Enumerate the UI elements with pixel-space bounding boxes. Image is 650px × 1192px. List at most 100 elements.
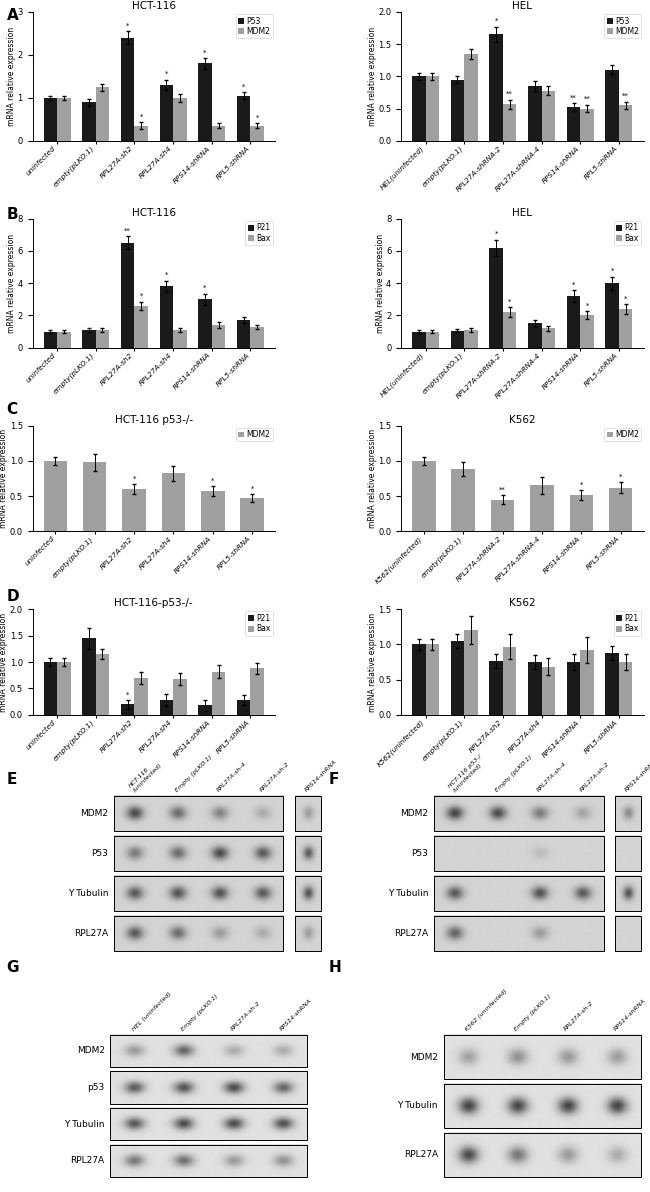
Text: *: *: [586, 303, 589, 309]
Title: HCT-116 p53-/-: HCT-116 p53-/-: [114, 415, 193, 424]
Title: HCT-116: HCT-116: [132, 207, 176, 218]
Text: **: **: [584, 97, 590, 103]
Bar: [412, 461, 436, 532]
Bar: [44, 461, 67, 532]
Text: Empty (pLKO.1): Empty (pLKO.1): [181, 993, 219, 1032]
Text: *: *: [140, 113, 143, 120]
Bar: [426, 76, 439, 141]
Text: **: **: [506, 91, 513, 97]
Text: G: G: [6, 960, 19, 975]
Text: RPS14-shRNA: RPS14-shRNA: [280, 998, 313, 1032]
Text: HCT-116 p53-/
(uninfected): HCT-116 p53-/ (uninfected): [448, 753, 487, 793]
Bar: [135, 678, 148, 715]
Text: C: C: [6, 402, 18, 417]
Text: *: *: [619, 474, 622, 480]
Bar: [451, 470, 475, 532]
Text: RPL27A-sh-2: RPL27A-sh-2: [259, 762, 291, 793]
Bar: [44, 662, 57, 715]
Text: HEL (uninfected): HEL (uninfected): [131, 991, 172, 1032]
Text: *: *: [211, 478, 214, 484]
Text: *: *: [126, 23, 129, 29]
Bar: [426, 331, 439, 348]
Bar: [57, 331, 71, 348]
Bar: [250, 669, 264, 715]
Legend: P53, MDM2: P53, MDM2: [236, 14, 272, 38]
Text: RPL27A: RPL27A: [404, 1150, 438, 1160]
Legend: P21, Bax: P21, Bax: [245, 221, 272, 246]
Text: RPL27A: RPL27A: [394, 929, 428, 938]
Y-axis label: mRNA relative expression: mRNA relative expression: [376, 234, 385, 333]
Bar: [503, 312, 517, 348]
Title: HEL: HEL: [512, 1, 532, 11]
Text: RPL27A-sh-2: RPL27A-sh-2: [230, 1000, 261, 1032]
Bar: [569, 495, 593, 532]
Text: *: *: [250, 486, 254, 492]
Legend: P21, Bax: P21, Bax: [614, 611, 641, 635]
Bar: [121, 243, 135, 348]
Text: RPS14-shRNA: RPS14-shRNA: [612, 998, 646, 1032]
Bar: [212, 325, 226, 348]
Text: D: D: [6, 589, 19, 604]
Text: K562 (uninfected): K562 (uninfected): [465, 988, 508, 1032]
Text: Empty (pLKO.1): Empty (pLKO.1): [494, 755, 532, 793]
Text: **: **: [499, 488, 506, 493]
Text: *: *: [140, 293, 143, 299]
Text: *: *: [242, 83, 245, 89]
Bar: [198, 299, 212, 348]
Bar: [135, 306, 148, 348]
Bar: [173, 679, 187, 715]
Bar: [212, 126, 226, 141]
Y-axis label: mRNA relative expression: mRNA relative expression: [368, 27, 377, 126]
Bar: [122, 489, 146, 532]
Bar: [159, 700, 173, 715]
Bar: [605, 653, 619, 715]
Text: B: B: [6, 207, 18, 223]
Y-axis label: mRNA relative expression: mRNA relative expression: [0, 429, 8, 528]
Text: p53: p53: [88, 1084, 105, 1092]
Bar: [528, 86, 541, 141]
Bar: [250, 327, 264, 348]
Bar: [237, 95, 250, 141]
Text: MDM2: MDM2: [80, 809, 108, 818]
Bar: [567, 296, 580, 348]
Text: Y Tubulin: Y Tubulin: [64, 1119, 105, 1129]
Bar: [464, 631, 478, 715]
Bar: [135, 126, 148, 141]
Title: HCT-116: HCT-116: [132, 1, 176, 11]
Bar: [121, 38, 135, 141]
Y-axis label: mRNA relative expression: mRNA relative expression: [0, 613, 8, 712]
Text: RPS14-shRNA: RPS14-shRNA: [625, 759, 650, 793]
Text: **: **: [570, 95, 577, 101]
Bar: [541, 328, 555, 348]
Text: *: *: [203, 50, 207, 56]
Title: K562: K562: [509, 415, 536, 424]
Text: *: *: [164, 72, 168, 77]
Text: RPL27A-sh-2: RPL27A-sh-2: [564, 1000, 595, 1032]
Y-axis label: mRNA relative expression: mRNA relative expression: [7, 234, 16, 333]
Text: Empty (pLKO.1): Empty (pLKO.1): [514, 993, 552, 1032]
Text: *: *: [572, 281, 575, 288]
Bar: [464, 330, 478, 348]
Legend: MDM2: MDM2: [236, 428, 272, 441]
Bar: [173, 330, 187, 348]
Bar: [162, 473, 185, 532]
Bar: [541, 668, 555, 715]
Text: Empty (pLKO.1): Empty (pLKO.1): [174, 755, 213, 793]
Text: *: *: [495, 231, 498, 237]
Y-axis label: mRNA relative expression: mRNA relative expression: [7, 27, 16, 126]
Text: *: *: [508, 299, 512, 305]
Bar: [198, 706, 212, 715]
Bar: [237, 321, 250, 348]
Text: Y Tubulin: Y Tubulin: [387, 889, 428, 898]
Bar: [489, 660, 503, 715]
Bar: [567, 107, 580, 141]
Bar: [528, 323, 541, 348]
Legend: P53, MDM2: P53, MDM2: [604, 14, 641, 38]
Bar: [82, 638, 96, 715]
Legend: P21, Bax: P21, Bax: [614, 221, 641, 246]
Text: RPL27A: RPL27A: [71, 1156, 105, 1166]
Text: MDM2: MDM2: [410, 1053, 438, 1062]
Text: A: A: [6, 8, 18, 24]
Bar: [57, 98, 71, 141]
Bar: [198, 63, 212, 141]
